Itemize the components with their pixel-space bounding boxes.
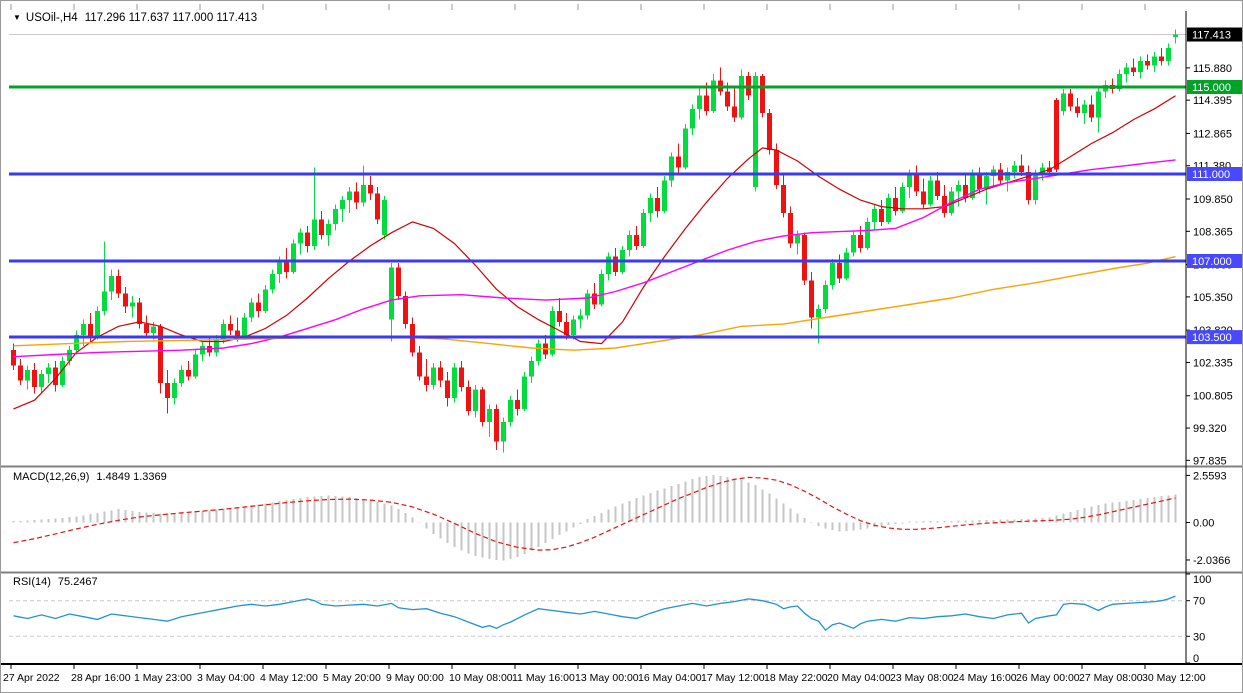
svg-text:99.320: 99.320	[1193, 423, 1227, 435]
time-label: 27 Apr 2022	[3, 672, 60, 684]
symbol-quote-bar: ▼ USOil-,H4 117.296 117.637 117.000 117.41…	[13, 12, 257, 24]
svg-text:112.865: 112.865	[1193, 128, 1232, 140]
time-label: 30 May 12:00	[1142, 672, 1206, 684]
svg-text:114.395: 114.395	[1193, 95, 1232, 107]
time-label: 3 May 04:00	[197, 672, 255, 684]
time-label: 23 May 08:00	[890, 672, 954, 684]
time-label: 4 May 12:00	[260, 672, 318, 684]
price-badge-107.000	[1187, 254, 1242, 268]
rsi-axis: 100 70 30 0	[1186, 573, 1211, 665]
time-label: 18 May 22:00	[764, 672, 828, 684]
macd-histogram	[12, 474, 1177, 561]
svg-text:0: 0	[1193, 653, 1199, 665]
time-label: 24 May 16:00	[953, 672, 1017, 684]
candlestick-chart[interactable]	[9, 29, 1186, 453]
svg-text:30: 30	[1193, 631, 1205, 643]
svg-text:111.000: 111.000	[1192, 169, 1230, 181]
time-label: 1 May 23:00	[134, 672, 192, 684]
svg-text:108.365: 108.365	[1193, 226, 1233, 238]
svg-text:117.413: 117.413	[1192, 30, 1231, 42]
price-badge-111.000	[1187, 167, 1242, 181]
time-label: 27 May 08:00	[1079, 672, 1143, 684]
ohlc-quote-label: 117.296 117.637 117.000 117.413	[84, 12, 258, 24]
rsi-name-label: RSI(14)	[13, 576, 51, 588]
time-label: 16 May 04:00	[638, 672, 702, 684]
time-label: 17 May 12:00	[701, 672, 765, 684]
time-label: 20 May 04:00	[827, 672, 891, 684]
price-badge-103.500	[1187, 330, 1242, 345]
svg-text:105.350: 105.350	[1193, 292, 1233, 304]
macd-axis: 2.5593 0.00 -2.0366	[1186, 470, 1230, 567]
rsi-indicator-panel[interactable]	[9, 595, 1186, 637]
price-badge-117.413	[1187, 27, 1242, 42]
svg-text:103.500: 103.500	[1192, 332, 1232, 344]
panel-frame	[1, 11, 1242, 665]
svg-text:-2.0366: -2.0366	[1193, 555, 1230, 567]
time-label: 11 May 16:00	[512, 672, 575, 684]
mid-ma-line	[13, 159, 1176, 358]
price-axis[interactable]: 115.880114.395112.865111.380109.850108.3…	[1186, 27, 1242, 468]
time-label: 28 Apr 16:00	[71, 672, 131, 684]
fast-ma-line	[13, 95, 1176, 410]
time-label: 10 May 08:00	[449, 672, 513, 684]
svg-text:70: 70	[1193, 596, 1205, 608]
macd-values-label: 1.4849 1.3369	[96, 471, 167, 483]
svg-text:115.000: 115.000	[1192, 82, 1231, 94]
moving-average-lines	[13, 95, 1176, 410]
rsi-indicator-label: RSI(14) 75.2467	[13, 576, 98, 588]
macd-indicator-label: MACD(12,26,9) 1.4849 1.3369	[13, 471, 167, 483]
svg-text:102.335: 102.335	[1193, 357, 1233, 369]
svg-text:2.5593: 2.5593	[1193, 470, 1227, 482]
svg-text:107.000: 107.000	[1192, 256, 1232, 268]
svg-text:115.880: 115.880	[1193, 63, 1232, 75]
symbol-timeframe-label: USOil-,H4	[25, 12, 78, 24]
svg-text:97.835: 97.835	[1193, 455, 1227, 467]
time-label: 26 May 00:00	[1016, 672, 1080, 684]
svg-text:0.00: 0.00	[1193, 518, 1214, 530]
candles	[11, 29, 1178, 453]
time-label: 13 May 00:00	[575, 672, 639, 684]
svg-text:100.805: 100.805	[1193, 391, 1233, 403]
rsi-value-label: 75.2467	[57, 576, 98, 588]
symbol-dropdown-icon[interactable]: ▼	[13, 13, 21, 22]
time-label: 5 May 20:00	[323, 672, 381, 684]
macd-signal-line	[13, 476, 1176, 551]
rsi-line	[13, 595, 1176, 632]
slow-ma-line	[13, 255, 1176, 351]
svg-text:109.850: 109.850	[1193, 194, 1233, 206]
time-label: 9 May 00:00	[386, 672, 444, 684]
price-badge-115.000	[1187, 80, 1242, 94]
horizontal-level-lines[interactable]	[9, 85, 1186, 339]
time-axis[interactable]: 27 Apr 2022 28 Apr 16:00 1 May 23:00 3 May …	[3, 4, 1206, 684]
macd-indicator-panel[interactable]	[12, 474, 1177, 561]
macd-name-label: MACD(12,26,9)	[13, 471, 90, 483]
svg-text:100: 100	[1193, 574, 1211, 586]
